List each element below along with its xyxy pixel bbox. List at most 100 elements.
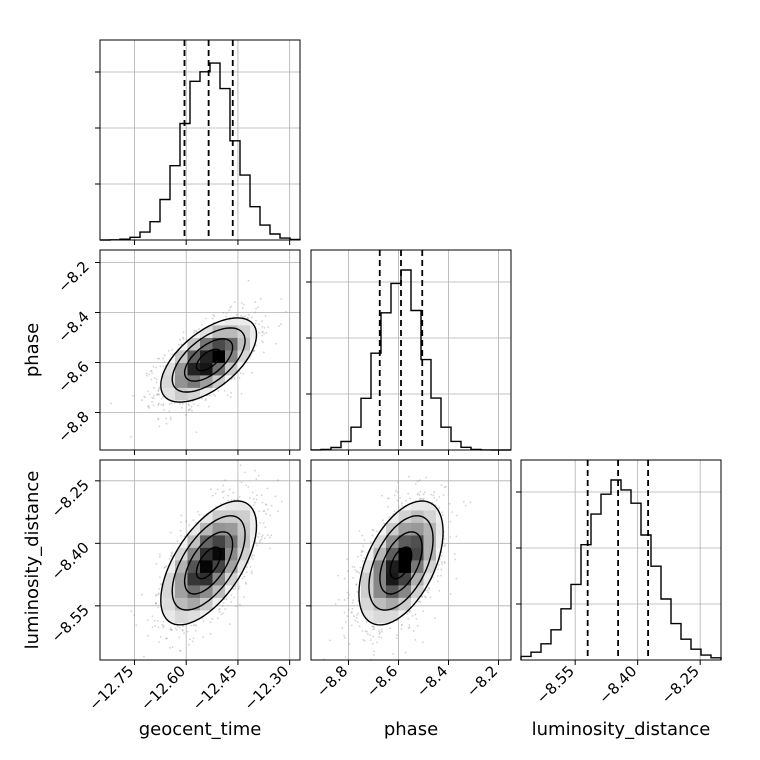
sample-point bbox=[255, 344, 257, 347]
density-cell bbox=[275, 388, 288, 401]
density-cell bbox=[436, 610, 444, 623]
density-cell bbox=[474, 610, 487, 623]
sample-point bbox=[187, 409, 190, 411]
sample-point bbox=[386, 505, 389, 508]
sample-point bbox=[251, 316, 253, 319]
sample-point bbox=[422, 493, 425, 496]
density-cell bbox=[386, 585, 399, 598]
density-cell bbox=[275, 413, 288, 426]
density-cell bbox=[100, 598, 113, 611]
density-cell bbox=[263, 610, 276, 623]
density-cell bbox=[188, 438, 201, 451]
density-cell bbox=[125, 388, 138, 401]
sample-point bbox=[381, 519, 384, 521]
sample-point bbox=[180, 521, 182, 524]
density-cell bbox=[461, 460, 474, 473]
sample-point bbox=[381, 630, 383, 633]
density-cell bbox=[336, 523, 349, 536]
density-cell bbox=[374, 485, 387, 498]
density-cell bbox=[113, 325, 126, 338]
sample-point bbox=[237, 587, 240, 590]
density-cell bbox=[449, 560, 462, 573]
sample-point bbox=[400, 624, 403, 626]
density-cell bbox=[188, 288, 201, 301]
density-cell bbox=[275, 610, 288, 623]
density-cell bbox=[125, 535, 138, 548]
density-cell bbox=[237, 317, 251, 326]
sample-point bbox=[180, 535, 183, 537]
sample-point bbox=[261, 331, 264, 334]
density-cell bbox=[336, 648, 349, 661]
density-cell bbox=[275, 510, 288, 523]
density-cell bbox=[311, 585, 324, 598]
density-cell bbox=[125, 438, 138, 451]
sample-point bbox=[426, 589, 429, 592]
density-cell bbox=[358, 535, 362, 548]
density-cell bbox=[237, 325, 251, 338]
density-cell bbox=[188, 485, 201, 498]
density-cell bbox=[324, 510, 337, 523]
density-cell bbox=[474, 635, 487, 648]
density-cell bbox=[163, 263, 176, 276]
sample-point bbox=[346, 570, 349, 572]
sample-point bbox=[449, 593, 452, 595]
sample-point bbox=[265, 332, 268, 334]
sample-point bbox=[347, 597, 349, 600]
sample-point bbox=[280, 323, 282, 326]
density-cell bbox=[138, 635, 151, 648]
sample-point bbox=[218, 610, 221, 613]
sample-point bbox=[158, 386, 161, 389]
density-cell bbox=[311, 573, 324, 586]
sample-point bbox=[378, 633, 381, 635]
density-cell bbox=[436, 460, 449, 473]
sample-point bbox=[169, 627, 172, 629]
sample-point bbox=[147, 390, 149, 393]
density-cell bbox=[162, 535, 176, 548]
sample-point bbox=[189, 408, 192, 410]
sample-point bbox=[329, 639, 331, 642]
density-cell bbox=[436, 622, 444, 625]
sample-point bbox=[373, 650, 375, 653]
density-cell bbox=[125, 635, 138, 648]
density-cell bbox=[263, 585, 276, 598]
sample-point bbox=[414, 613, 417, 616]
sample-point bbox=[343, 634, 345, 637]
density-cell bbox=[113, 460, 126, 473]
sample-point bbox=[355, 583, 358, 586]
sample-point bbox=[334, 603, 337, 606]
sample-point bbox=[355, 616, 358, 619]
sample-point bbox=[257, 306, 259, 308]
density-cell bbox=[237, 510, 251, 523]
sample-point bbox=[280, 500, 283, 503]
sample-point bbox=[233, 377, 236, 380]
sample-point bbox=[155, 562, 158, 565]
sample-point bbox=[343, 611, 346, 614]
density-cell bbox=[461, 585, 474, 598]
sample-point bbox=[223, 390, 226, 392]
sample-point bbox=[243, 596, 245, 598]
sample-point bbox=[464, 504, 467, 507]
density-cell bbox=[237, 387, 251, 401]
density-cell bbox=[200, 572, 213, 586]
sample-point bbox=[262, 510, 265, 512]
density-cell bbox=[213, 648, 226, 661]
sample-point bbox=[222, 602, 225, 604]
density-cell bbox=[423, 610, 437, 623]
sample-point bbox=[179, 649, 181, 652]
density-cell bbox=[163, 648, 176, 661]
density-cell bbox=[275, 648, 288, 661]
sample-point bbox=[348, 593, 351, 596]
density-cell bbox=[163, 300, 176, 313]
density-cell bbox=[474, 548, 487, 561]
sample-point bbox=[440, 574, 442, 577]
density-cell bbox=[125, 313, 138, 326]
sample-point bbox=[378, 630, 380, 632]
sample-point bbox=[132, 394, 135, 397]
sample-point bbox=[285, 310, 287, 313]
density-cell bbox=[311, 560, 324, 573]
density-cell bbox=[175, 585, 188, 598]
density-cell bbox=[138, 548, 151, 561]
density-cell bbox=[150, 648, 163, 661]
density-cell bbox=[399, 648, 412, 661]
density-cell bbox=[225, 263, 238, 276]
